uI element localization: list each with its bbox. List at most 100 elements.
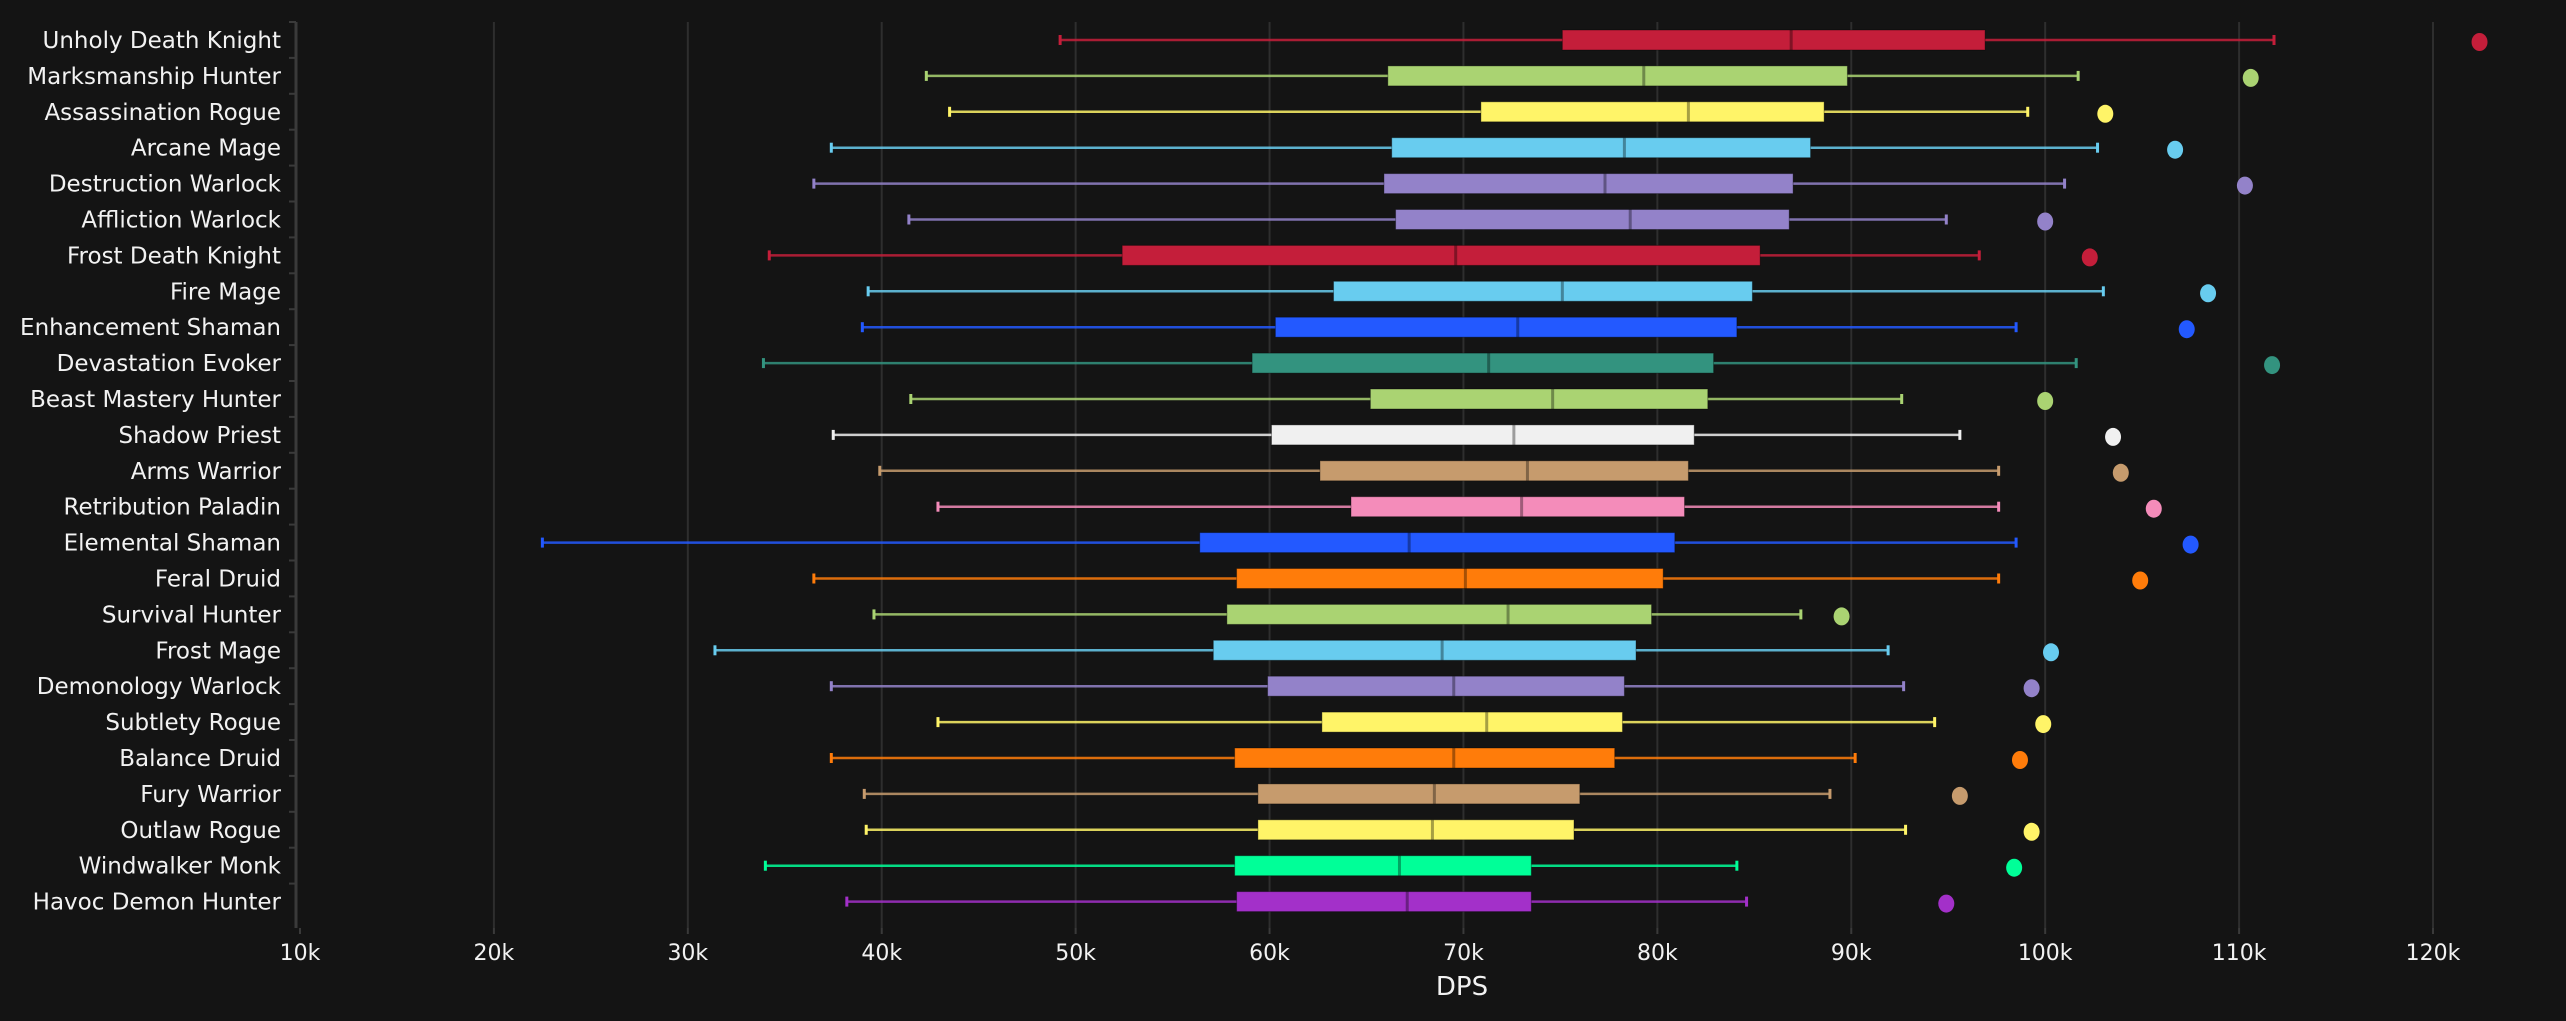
outlier-point[interactable] (2167, 140, 2184, 159)
y-category-label: Havoc Demon Hunter (33, 890, 282, 916)
iqr-box[interactable] (1226, 603, 1653, 625)
outlier-point[interactable] (1951, 786, 1968, 805)
box-affliction-warlock (907, 209, 2054, 231)
x-tick-label: 70k (1443, 941, 1484, 966)
y-category-label: Assassination Rogue (44, 100, 281, 126)
outlier-point[interactable] (2242, 68, 2259, 87)
box-arcane-mage (829, 137, 2184, 159)
box-feral-druid (812, 568, 2149, 590)
outlier-point[interactable] (2006, 858, 2023, 877)
box-marksmanship-hunter (924, 65, 2259, 87)
y-category-label: Marksmanship Hunter (27, 64, 281, 90)
x-tick-label: 120k (2406, 941, 2461, 966)
y-category-label: Windwalker Monk (79, 854, 282, 880)
iqr-box[interactable] (1234, 747, 1616, 769)
y-category-label: Arms Warrior (131, 459, 282, 485)
y-category-label: Subtlety Rogue (105, 710, 281, 736)
iqr-box[interactable] (1199, 532, 1676, 554)
box-unholy-death-knight (1058, 29, 2488, 51)
outlier-point[interactable] (2132, 571, 2149, 590)
outlier-point[interactable] (2035, 715, 2052, 734)
x-tick-label: 30k (667, 941, 708, 966)
iqr-box[interactable] (1121, 244, 1761, 266)
box-devastation-evoker (761, 352, 2281, 375)
iqr-box[interactable] (1333, 280, 1753, 302)
iqr-box[interactable] (1270, 424, 1695, 446)
y-category-label: Arcane Mage (131, 136, 281, 162)
box-frost-mage (713, 639, 2059, 662)
box-fury-warrior (862, 783, 1968, 805)
x-tick-label: 90k (1831, 941, 1872, 966)
y-category-label: Outlaw Rogue (120, 818, 281, 844)
iqr-box[interactable] (1274, 316, 1738, 338)
iqr-box[interactable] (1267, 675, 1625, 697)
outlier-point[interactable] (2037, 212, 2054, 231)
y-category-label: Elemental Shaman (64, 531, 281, 557)
x-tick-label: 40k (861, 941, 902, 966)
iqr-box[interactable] (1319, 460, 1689, 482)
box-assassination-rogue (948, 101, 2114, 123)
iqr-box[interactable] (1236, 891, 1532, 913)
iqr-box[interactable] (1257, 783, 1581, 805)
y-category-label: Feral Druid (155, 567, 281, 593)
outlier-point[interactable] (2236, 176, 2253, 195)
y-category-label: Unholy Death Knight (43, 28, 281, 54)
outlier-point[interactable] (2037, 392, 2054, 410)
box-fire-mage (866, 280, 2217, 303)
x-tick-label: 110k (2212, 941, 2267, 966)
box-shadow-priest (831, 424, 2122, 446)
outlier-point[interactable] (2264, 356, 2281, 375)
outlier-point[interactable] (2023, 822, 2040, 841)
outlier-point[interactable] (2081, 248, 2098, 267)
iqr-box[interactable] (1350, 496, 1686, 518)
box-enhancement-shaman (860, 316, 2195, 339)
y-category-label: Survival Hunter (102, 602, 282, 628)
iqr-box[interactable] (1251, 352, 1715, 374)
outlier-point[interactable] (2042, 643, 2059, 662)
iqr-box[interactable] (1257, 819, 1575, 841)
outlier-point[interactable] (1938, 894, 1955, 913)
iqr-box[interactable] (1236, 568, 1664, 589)
y-category-label: Retribution Paladin (64, 495, 282, 521)
outlier-point[interactable] (2105, 427, 2122, 446)
iqr-box[interactable] (1321, 711, 1623, 733)
outlier-point[interactable] (1833, 607, 1850, 626)
outlier-point[interactable] (2097, 104, 2114, 123)
outlier-point[interactable] (2471, 33, 2488, 51)
y-category-label: Frost Death Knight (67, 243, 281, 269)
outlier-point[interactable] (2178, 320, 2195, 339)
outlier-point[interactable] (2112, 463, 2129, 482)
outlier-point[interactable] (2182, 535, 2199, 554)
y-category-label: Frost Mage (155, 638, 281, 664)
box-havoc-demon-hunter (845, 891, 1955, 913)
box-subtlety-rogue (936, 711, 2052, 734)
outlier-point[interactable] (2200, 284, 2217, 303)
iqr-box[interactable] (1234, 855, 1532, 877)
y-category-label: Affliction Warlock (81, 208, 281, 234)
box-elemental-shaman (540, 532, 2199, 554)
y-category-label: Balance Druid (119, 746, 281, 772)
iqr-box[interactable] (1383, 173, 1794, 195)
outlier-point[interactable] (2011, 751, 2028, 769)
outlier-point[interactable] (2145, 499, 2162, 518)
iqr-box[interactable] (1391, 137, 1812, 159)
y-category-label: Beast Mastery Hunter (30, 387, 281, 413)
iqr-box[interactable] (1561, 29, 1986, 51)
x-tick-label: 80k (1637, 941, 1678, 966)
box-demonology-warlock (829, 675, 2040, 698)
iqr-box[interactable] (1369, 388, 1709, 410)
box-destruction-warlock (812, 173, 2253, 195)
iqr-box[interactable] (1480, 101, 1825, 123)
x-tick-label: 60k (1249, 941, 1290, 966)
iqr-box[interactable] (1395, 209, 1790, 230)
outlier-point[interactable] (2023, 679, 2040, 698)
gridlines (492, 22, 2434, 928)
box-balance-druid (829, 747, 2028, 769)
x-axis-title: DPS (1436, 972, 1488, 1002)
iqr-box[interactable] (1212, 639, 1637, 661)
x-tick-label: 10k (280, 941, 321, 966)
y-axis: Unholy Death Knight Marksmanship Hunter As… (20, 21, 298, 928)
iqr-box[interactable] (1387, 65, 1848, 87)
x-tick-label: 100k (2018, 941, 2073, 966)
